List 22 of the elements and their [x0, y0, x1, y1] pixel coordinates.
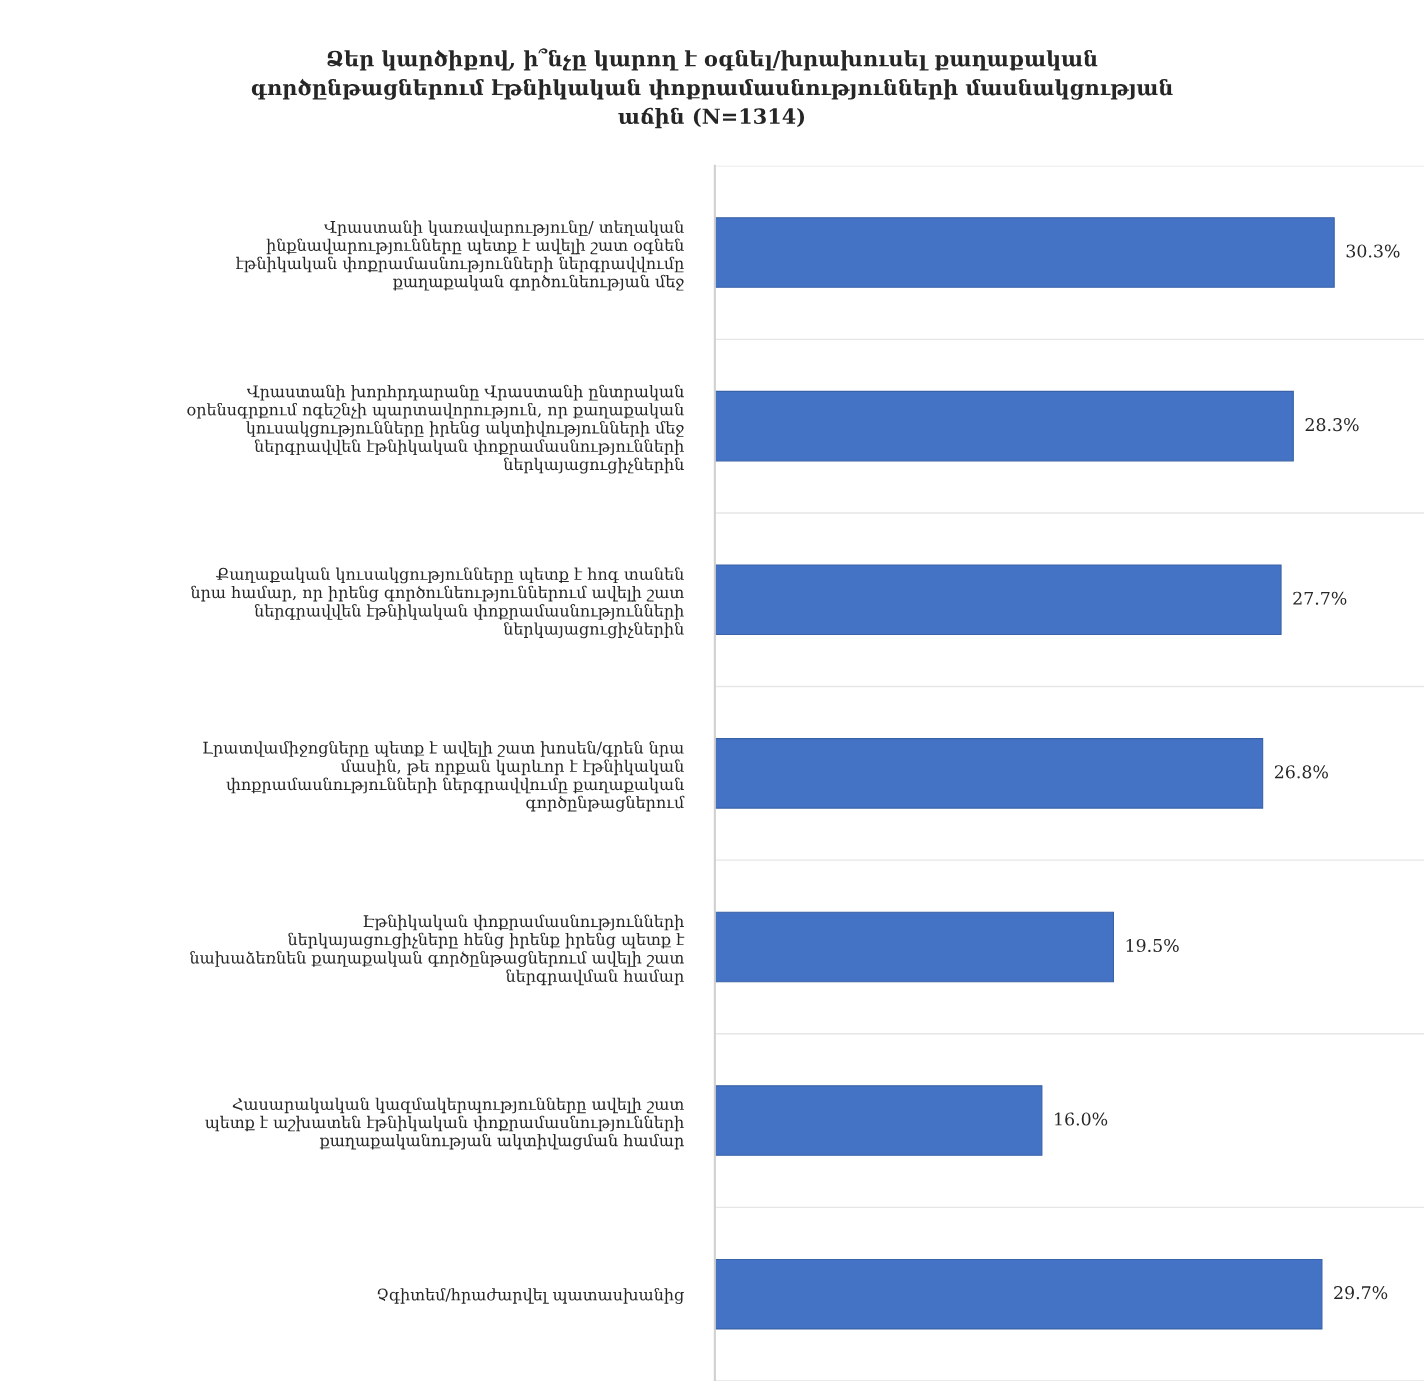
data-label: 16.0% — [1055, 1112, 1108, 1126]
data-label: 28.3% — [1305, 418, 1359, 432]
data-label: 26.8% — [1274, 765, 1328, 779]
bar — [714, 1085, 1043, 1156]
data-label: 19.5% — [1126, 938, 1179, 953]
data-label: 30.3% — [1346, 244, 1400, 258]
chart-title: Ձեր կարծիքով, ի՞նչը կարող է օգնել/խրախուսել քաղաքական գործընթացներում էթնիկական փոքրամասնությունների մասնակցության աճին (N=1314) — [251, 48, 1173, 129]
y-tick-label: Քաղաքական կուսակցությունները պետք է հոգ տանեն նրա համար, որ իրենց գործունեություններում ավելի շատ ներգրավվեն էթնիկական փոքրամասնությունների ներկայացուցիչներին — [191, 567, 684, 639]
data-label: 27.7% — [1293, 591, 1347, 605]
y-tick-label: Էթնիկական փոքրամասնությունների ներկայացուցիչները հենց իրենք իրենց պետք է նախաձեռնեն քաղաքական գործընթացներում ավելի շատ ներգրավման համար — [190, 914, 685, 986]
y-tick-label: Լրատվամիջոցները պետք է ավելի շատ խոսեն/գրեն նրա մասին, թե որքան կարևոր է էթնիկական փոքրամասնությունների ներգրավվումը քաղաքական գործընթացներում — [203, 741, 685, 812]
y-tick-label: Չգիտեմ/հրաժարվել պատասխանից — [377, 1288, 684, 1304]
bar — [714, 564, 1282, 636]
y-tick-label: Վրաստանի կառավարությունը/ տեղական ինքնավարությունները պետք է ավելի շատ օգնեն էթնիկական փոքրամասնությունների ներգրավվումը քաղաքական գործունեության մեջ — [236, 220, 684, 291]
bar — [714, 738, 1264, 809]
bar — [714, 390, 1294, 462]
bar — [714, 217, 1335, 288]
data-label: 29.7% — [1334, 1286, 1388, 1300]
bar — [714, 911, 1114, 983]
y-tick-label: Վրաստանի խորհրդարանը Վրաստանի ընտրական օրենսգրքում ոգեշնչի պարտավորություն, որ քաղաքական կուսակցությունները իրենց ակտիվությունների մեջ ներգրավվեն էթնիկական փոքրամասնությունների ներկայացուցիչներին — [187, 384, 684, 474]
y-tick-label: Հասարակական կազմակերպությունները ավելի շատ պետք է աշխատեն էթնիկական փոքրամասնությունների քաղաքականության ակտիվացման համար — [205, 1097, 684, 1150]
bar — [714, 1258, 1323, 1330]
